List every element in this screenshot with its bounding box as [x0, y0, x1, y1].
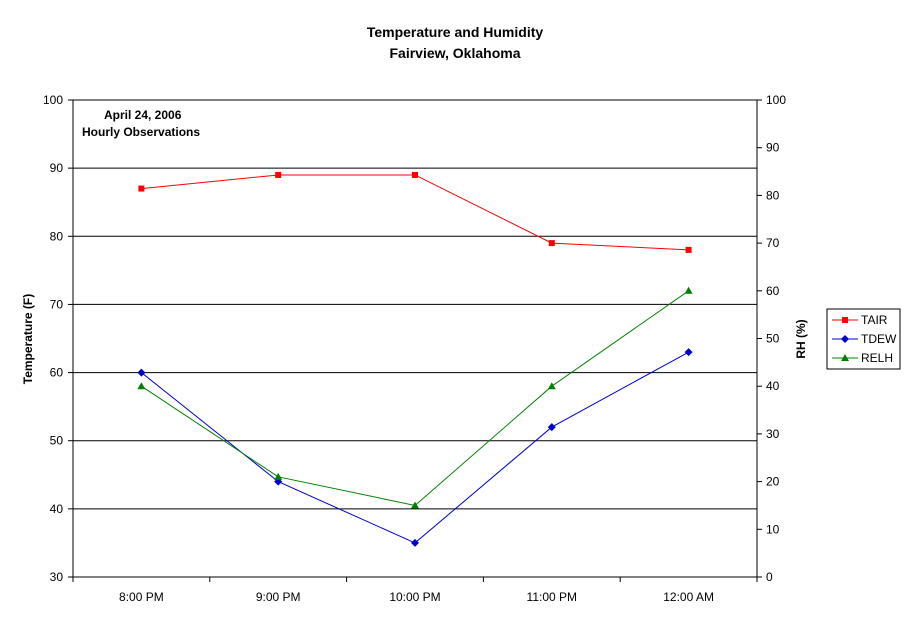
- data-point-tdew: [411, 538, 419, 547]
- data-point-relh: [411, 501, 419, 509]
- left-tick-label: 100: [43, 93, 63, 107]
- legend-item-relh: RELH: [832, 351, 893, 365]
- x-tick-label: 12:00 AM: [663, 590, 714, 604]
- data-point-tair: [685, 246, 692, 253]
- plot-area: 30 40 50 60 70 80 90 100 0 10 20 30 40 50 60 70 80 90 100…: [43, 93, 786, 604]
- right-tick-label: 60: [766, 284, 780, 298]
- data-point-tdew: [684, 348, 693, 357]
- left-tick-label: 60: [50, 366, 64, 380]
- annotation-date: April 24, 2006: [104, 108, 182, 122]
- right-tick-label: 10: [766, 522, 780, 536]
- data-point-tdew: [547, 423, 556, 432]
- left-tick-label: 90: [50, 161, 64, 175]
- legend-item-tair: TAIR: [832, 313, 888, 327]
- right-tick-label: 30: [766, 427, 780, 441]
- right-tick-label: 20: [766, 475, 780, 489]
- x-tick-label: 10:00 PM: [389, 590, 440, 604]
- legend-item-tdew: TDEW: [832, 332, 897, 346]
- right-tick-label: 0: [766, 570, 773, 584]
- x-ticks: 8:00 PM 9:00 PM 10:00 PM 11:00 PM 12:00 AM: [72, 577, 758, 604]
- series-relh: [137, 286, 693, 509]
- right-tick-label: 70: [766, 236, 780, 250]
- data-point-tair: [275, 171, 282, 178]
- left-y-ticks: 30 40 50 60 70 80 90 100: [43, 93, 73, 584]
- legend-label: TDEW: [861, 332, 897, 346]
- x-tick-label: 8:00 PM: [119, 590, 164, 604]
- series-line-tair: [141, 174, 689, 251]
- left-tick-label: 80: [50, 229, 64, 243]
- series-layer: [137, 171, 693, 547]
- series-tair: [138, 171, 692, 253]
- left-axis-title: Temperature (F): [21, 294, 35, 384]
- series-line-tdew: [141, 351, 689, 544]
- legend-swatch-marker: [841, 354, 849, 361]
- gridlines: [73, 99, 757, 510]
- x-tick-label: 11:00 PM: [527, 590, 577, 604]
- legend-label: TAIR: [861, 313, 888, 327]
- data-point-relh: [684, 286, 693, 294]
- x-tick-label: 9:00 PM: [256, 590, 301, 604]
- left-tick-label: 30: [50, 570, 64, 584]
- series-line-relh: [141, 290, 689, 506]
- right-axis-title: RH (%): [794, 319, 808, 358]
- left-tick-label: 40: [50, 502, 64, 516]
- legend-swatch-marker: [842, 317, 848, 323]
- legend-swatch-marker: [841, 335, 849, 343]
- right-y-ticks: 0 10 20 30 40 50 60 70 80 90 100: [757, 93, 786, 584]
- data-point-relh: [137, 382, 146, 390]
- chart-subtitle: Fairview, Oklahoma: [390, 45, 521, 61]
- right-tick-label: 50: [766, 332, 780, 346]
- annotation-note: Hourly Observations: [82, 125, 200, 139]
- right-tick-label: 90: [766, 141, 780, 155]
- data-point-tair: [548, 240, 555, 247]
- chart-title: Temperature and Humidity: [367, 24, 544, 40]
- data-point-tdew: [137, 368, 146, 377]
- data-point-relh: [274, 472, 283, 480]
- right-tick-label: 80: [766, 188, 780, 202]
- legend: TAIR TDEW RELH: [826, 308, 901, 370]
- left-tick-label: 70: [50, 297, 64, 311]
- legend-label: RELH: [861, 351, 893, 365]
- left-tick-label: 50: [50, 434, 64, 448]
- right-tick-label: 40: [766, 379, 780, 393]
- data-point-relh: [547, 382, 556, 390]
- data-point-tair: [138, 185, 145, 192]
- series-tdew: [137, 348, 693, 547]
- right-tick-label: 100: [766, 93, 786, 107]
- data-point-tair: [412, 171, 418, 178]
